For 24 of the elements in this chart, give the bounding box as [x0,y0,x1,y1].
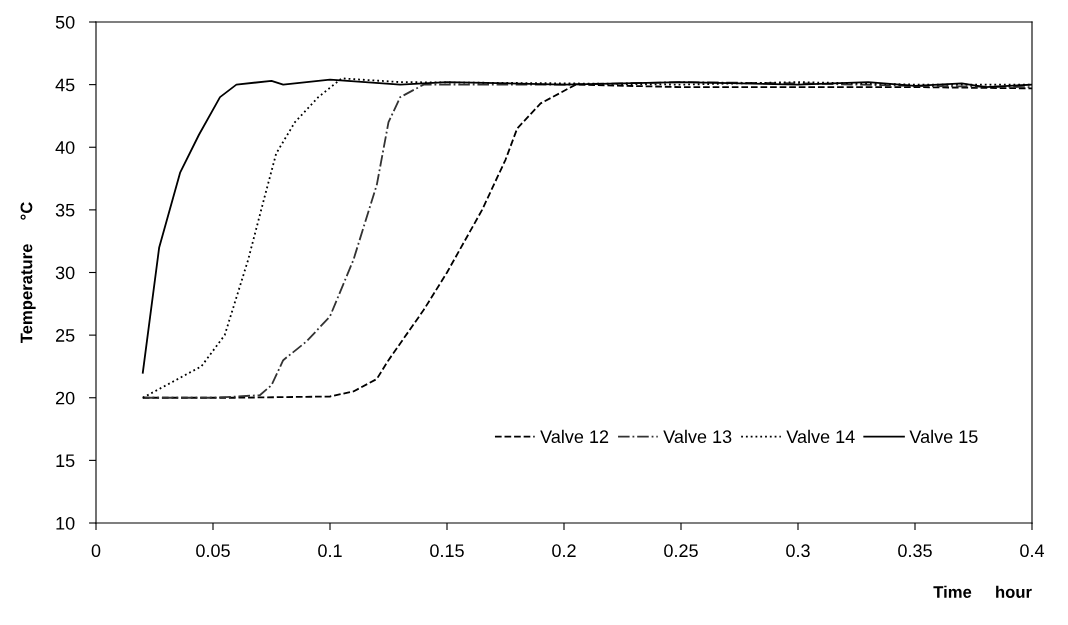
y-tick-label: 40 [55,141,75,154]
y-tick-label: 50 [55,15,75,29]
x-tick-label: 0.1 [318,544,342,558]
y-tick-label: 30 [55,266,75,280]
y-tick-label: 20 [55,391,75,405]
y-tick-label: 25 [55,329,75,342]
y-tick-label: 45 [55,78,75,92]
legend-label: Valve 12 [540,429,609,444]
x-tick-label: 0.3 [786,544,810,558]
x-tick-label: 0.25 [664,544,698,558]
x-tick-label: 0.05 [196,544,230,558]
y-tick-label: 15 [56,454,75,468]
x-axis-title: Time hour [933,585,1032,598]
x-tick-label: 0.35 [898,544,932,558]
x-tick-label: 0.15 [430,544,464,558]
y-tick-label: 35 [55,203,75,217]
y-axis-title: Temperature °C [20,202,36,344]
legend-label: Valve 15 [909,429,978,444]
legend-label: Valve 13 [663,429,732,444]
x-tick-label: 0.4 [1020,544,1045,558]
legend-label: Valve 14 [786,429,855,444]
x-tick-label: 0 [91,544,101,558]
x-tick-label: 0.2 [552,544,576,558]
y-tick-label: 10 [56,516,75,530]
